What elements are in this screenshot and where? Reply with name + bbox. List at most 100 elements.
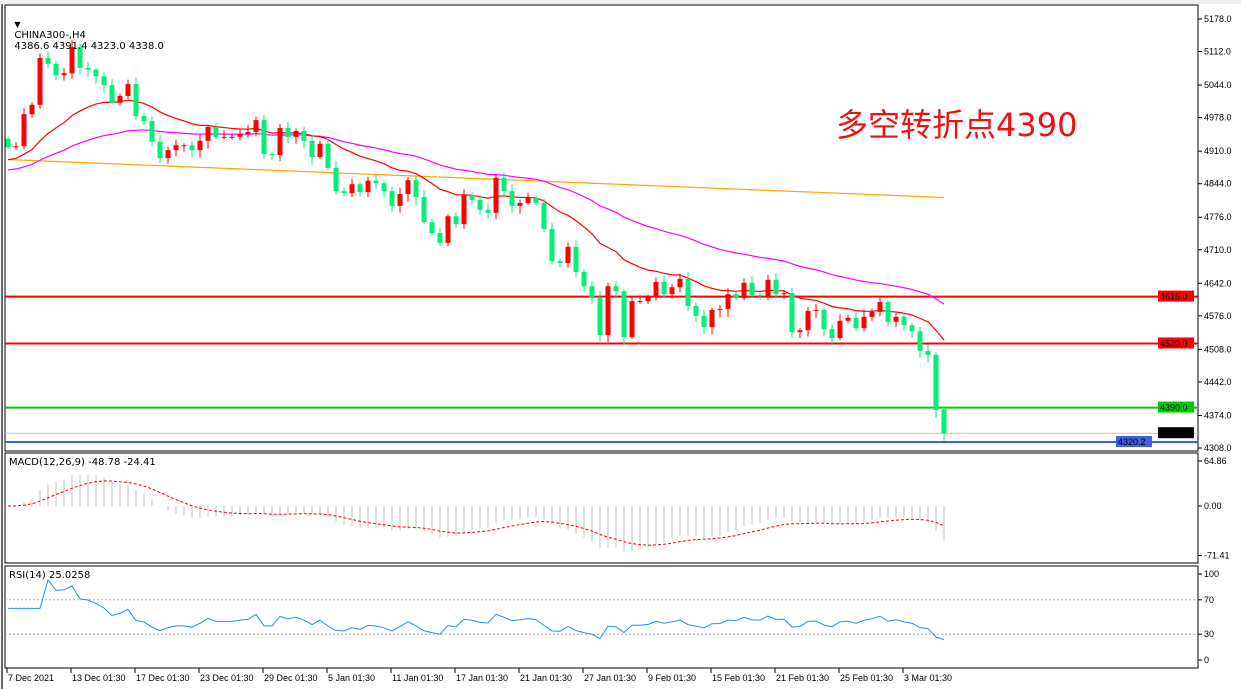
triangle-down-icon[interactable]: ▼ <box>14 20 21 29</box>
candle-body <box>29 104 35 115</box>
candle-body <box>765 279 771 297</box>
macd-signal-line <box>7 480 945 546</box>
candle <box>141 113 147 126</box>
candle-body <box>181 145 187 147</box>
candle-body <box>197 140 203 151</box>
candle <box>333 161 339 195</box>
candle-body <box>397 194 403 206</box>
candle-body <box>901 316 907 326</box>
price-tick-label: 4308.0 <box>1204 443 1232 453</box>
candle <box>277 124 283 162</box>
candle-body <box>125 84 131 96</box>
candle <box>189 141 195 158</box>
main-panel <box>4 4 1199 452</box>
candle <box>197 134 203 158</box>
candle <box>461 189 467 229</box>
candle <box>21 108 27 150</box>
candle-body <box>605 286 611 336</box>
candle <box>285 122 291 144</box>
candle-body <box>565 246 571 264</box>
time-tick-label: 13 Dec 01:30 <box>72 673 126 683</box>
candle-body <box>733 294 739 299</box>
candle-body <box>189 145 195 151</box>
candle <box>557 258 563 268</box>
candle-body <box>157 141 163 159</box>
candle <box>349 178 355 198</box>
candle-body <box>229 136 235 138</box>
candle <box>645 294 651 305</box>
candle-body <box>573 246 579 272</box>
candle <box>77 43 83 75</box>
level-label: 4320.2 <box>1118 437 1146 447</box>
candle <box>805 306 811 337</box>
candle-body <box>373 180 379 184</box>
candle <box>909 322 915 338</box>
candle <box>701 310 707 334</box>
candle-body <box>645 297 651 302</box>
candle-body <box>37 57 43 105</box>
top-bar <box>0 0 1241 4</box>
candle <box>309 134 315 165</box>
candle-body <box>501 177 507 192</box>
candle <box>261 114 267 160</box>
candle <box>445 214 451 247</box>
candle <box>85 62 91 77</box>
candle-body <box>45 57 51 64</box>
candle <box>581 269 587 292</box>
candle <box>901 310 907 332</box>
candle <box>589 281 595 305</box>
candle <box>677 273 683 293</box>
candle <box>229 133 235 140</box>
candle <box>133 77 139 120</box>
candle-body <box>461 195 467 225</box>
candle-body <box>301 130 307 141</box>
candle <box>877 296 883 317</box>
ma-slow-line <box>7 158 945 199</box>
time-tick-label: 7 Dec 2021 <box>8 673 54 683</box>
candle <box>5 136 11 150</box>
candle-body <box>293 130 299 137</box>
candle-body <box>381 183 387 192</box>
candle <box>629 297 635 340</box>
candle <box>933 351 939 418</box>
candle <box>749 276 755 299</box>
candle <box>269 152 275 161</box>
candle <box>725 288 731 317</box>
candle <box>469 192 475 205</box>
candle-body <box>469 195 475 200</box>
time-tick-label: 9 Feb 01:30 <box>648 673 696 683</box>
candle-body <box>5 138 11 148</box>
chart-header: ▼ CHINA300-,H4 4386.6 4391.4 4323.0 4338… <box>8 8 164 52</box>
candle <box>453 212 459 229</box>
price-tick-label: 4508.0 <box>1204 344 1232 354</box>
time-tick-label: 17 Dec 01:30 <box>136 673 190 683</box>
price-tick-label: 5044.0 <box>1204 80 1232 90</box>
macd-tick-label: 64.86 <box>1204 456 1227 466</box>
candle <box>389 186 395 213</box>
candle-body <box>389 191 395 206</box>
candle <box>421 190 427 225</box>
candle <box>69 40 75 80</box>
candle <box>413 175 419 205</box>
candle-body <box>725 294 731 309</box>
price-tick-label: 5112.0 <box>1204 47 1231 57</box>
candle <box>533 196 539 206</box>
candle-body <box>781 293 787 295</box>
macd-tick-label: 0.00 <box>1204 501 1222 511</box>
rsi-panel <box>4 565 1199 669</box>
candle <box>733 291 739 301</box>
candle-body <box>357 184 363 193</box>
candle-body <box>405 180 411 195</box>
candle <box>149 116 155 147</box>
candle <box>109 79 115 105</box>
candle-body <box>757 295 763 297</box>
candle-body <box>421 197 427 223</box>
candle <box>525 192 531 205</box>
time-tick-label: 17 Jan 01:30 <box>456 673 508 683</box>
level-label-bg <box>1158 427 1194 439</box>
candle <box>517 199 523 214</box>
candle-body <box>557 261 563 264</box>
candle-body <box>477 199 483 210</box>
candle <box>797 328 803 339</box>
